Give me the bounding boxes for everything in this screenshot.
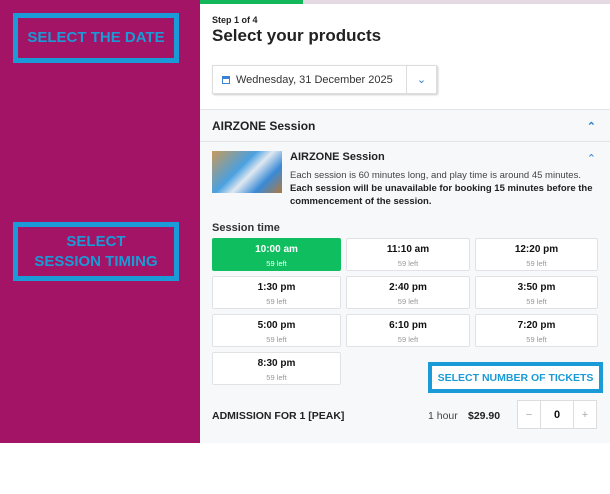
slot-availability: 59 left (266, 335, 287, 344)
slot-availability: 59 left (397, 297, 419, 306)
decrement-button[interactable]: − (525, 408, 533, 421)
quantity-stepper[interactable]: − 0 + (517, 400, 597, 429)
slot-availability: 59 left (397, 335, 419, 344)
slot-availability: 59 left (266, 259, 287, 268)
session-grid: 10:00 am 59 left 11:10 am 59 left 12:20 pm 59… (212, 238, 598, 385)
session-slot[interactable]: 6:10 pm 59 left (346, 314, 470, 347)
chevron-up-icon[interactable]: ⌃ (586, 153, 596, 165)
date-value: Wednesday, 31 December 2025 (236, 73, 393, 86)
slot-time: 11:10 am (386, 244, 430, 255)
progress-bar (200, 0, 610, 4)
chevron-up-icon[interactable]: ⌃ (586, 120, 596, 133)
session-slot[interactable]: 11:10 am 59 left (346, 238, 470, 271)
header: Step 1 of 4 Select your products Wednesd… (200, 0, 610, 110)
session-slot[interactable]: 1:30 pm 59 left (212, 276, 341, 309)
slot-time: 2:40 pm (389, 282, 427, 293)
slot-time: 6:10 pm (389, 320, 427, 331)
session-time-label: Session time (212, 222, 280, 234)
section-title: AIRZONE Session (212, 119, 316, 133)
date-picker[interactable]: Wednesday, 31 December 2025 ⌄ (212, 65, 437, 94)
callout-select-date: SELECT THE DATE (13, 13, 179, 63)
left-panel: SELECT THE DATE SELECT SESSION TIMING (0, 0, 200, 443)
slot-availability: 59 left (526, 259, 547, 268)
step-indicator: Step 1 of 4 (212, 15, 258, 25)
session-slot[interactable]: 5:00 pm 59 left (212, 314, 341, 347)
slot-time: 12:20 pm (514, 244, 559, 255)
slot-time: 8:30 pm (257, 358, 296, 369)
slot-time: 10:00 am (255, 244, 298, 255)
product-image (212, 151, 282, 193)
quantity-value[interactable]: 0 (540, 401, 574, 428)
ticket-price: $29.90 (468, 410, 501, 422)
progress-fill (200, 0, 303, 4)
description-text: Each session is 60 minutes long, and pla… (290, 170, 581, 181)
ticket-duration: 1 hour (428, 410, 458, 422)
slot-availability: 59 left (526, 297, 547, 306)
session-slot[interactable]: 7:20 pm 59 left (475, 314, 598, 347)
session-slot[interactable]: 8:30 pm 59 left (212, 352, 341, 385)
product-title: AIRZONE Session (290, 151, 385, 163)
slot-availability: 59 left (266, 297, 287, 306)
chevron-down-icon[interactable]: ⌄ (406, 66, 436, 93)
slot-availability: 59 left (397, 259, 419, 268)
description-bold: Each session will be unavailable for boo… (290, 183, 593, 207)
calendar-icon (222, 75, 230, 84)
section-header[interactable]: AIRZONE Session ⌃ (200, 111, 610, 142)
slot-time: 3:50 pm (517, 282, 556, 293)
session-slot[interactable]: 2:40 pm 59 left (346, 276, 470, 309)
ticket-name: ADMISSION FOR 1 [PEAK] (212, 410, 345, 422)
slot-time: 7:20 pm (517, 320, 556, 331)
page-title: Select your products (212, 26, 382, 45)
product-description: Each session is 60 minutes long, and pla… (290, 169, 600, 208)
slot-time: 5:00 pm (257, 320, 296, 331)
slot-time: 1:30 pm (257, 282, 296, 293)
session-slot[interactable]: 10:00 am 59 left (212, 238, 341, 271)
callout-select-tickets: SELECT NUMBER OF TICKETS (428, 362, 603, 393)
slot-availability: 59 left (266, 373, 287, 382)
session-slot[interactable]: 12:20 pm 59 left (475, 238, 598, 271)
slot-availability: 59 left (526, 335, 547, 344)
callout-select-session: SELECT SESSION TIMING (13, 222, 179, 281)
session-slot[interactable]: 3:50 pm 59 left (475, 276, 598, 309)
booking-panel: Step 1 of 4 Select your products Wednesd… (200, 0, 610, 443)
increment-button[interactable]: + (581, 408, 589, 421)
